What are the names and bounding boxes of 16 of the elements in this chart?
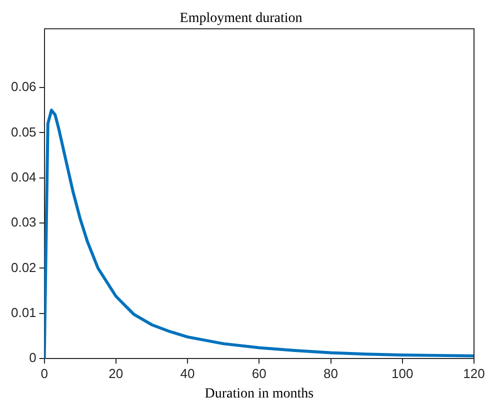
y-tick-label: 0.03 bbox=[10, 214, 36, 230]
y-tick-label: 0.05 bbox=[10, 124, 36, 140]
x-tick-label: 80 bbox=[324, 366, 338, 381]
x-axis-title: Duration in months bbox=[204, 386, 314, 402]
x-tick-label: 0 bbox=[40, 366, 48, 381]
y-tick-label: 0.01 bbox=[10, 305, 36, 320]
x-tick-label: 60 bbox=[252, 366, 266, 381]
x-tick-label: 40 bbox=[180, 366, 195, 381]
x-tick-label: 100 bbox=[392, 366, 414, 381]
y-tick-label: 0.06 bbox=[10, 79, 36, 94]
x-tick-label: 20 bbox=[108, 366, 124, 381]
y-tick-label: 0 bbox=[29, 350, 36, 366]
chart-title: Employment duration bbox=[180, 11, 302, 26]
y-tick-label: 0.02 bbox=[10, 260, 36, 275]
y-tick-label: 0.04 bbox=[10, 169, 36, 184]
x-tick-label: 120 bbox=[463, 366, 485, 381]
